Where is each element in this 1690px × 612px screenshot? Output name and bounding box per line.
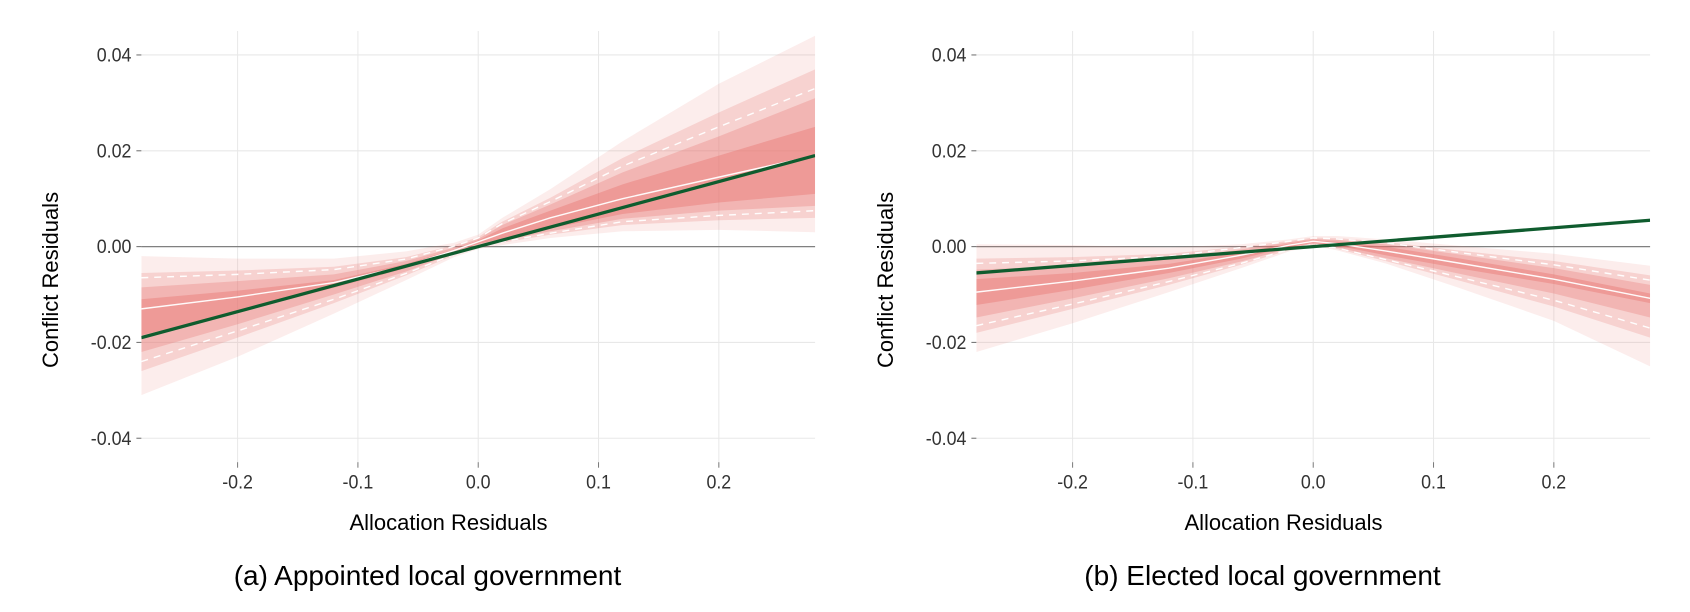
- svg-text:-0.2: -0.2: [1057, 471, 1088, 493]
- svg-text:0.1: 0.1: [1421, 471, 1446, 493]
- plot-col-a: -0.2-0.10.00.10.2-0.04-0.020.000.020.04 …: [72, 20, 825, 540]
- svg-text:-0.02: -0.02: [91, 331, 132, 353]
- svg-text:0.00: 0.00: [932, 235, 967, 257]
- plot-wrap-b: Conflict Residuals -0.2 -0.1 0.0 0.1 0.2 -0.0…: [865, 20, 1660, 540]
- svg-text:-0.04: -0.04: [926, 427, 967, 449]
- svg-text:-0.02: -0.02: [926, 331, 967, 353]
- svg-text:0.02: 0.02: [97, 140, 132, 162]
- x-axis-label-b: Allocation Residuals: [907, 504, 1660, 540]
- svg-text:0.1: 0.1: [586, 471, 611, 493]
- svg-text:0.02: 0.02: [932, 140, 967, 162]
- figure-container: Conflict Residuals -0.2 -0.1 0.0 0.1 0.2 -0.0…: [0, 0, 1690, 612]
- svg-text:0.0: 0.0: [1301, 471, 1326, 493]
- plot-box-a: -0.2 -0.1 0.0 0.1 0.2 -0.04 -0.02 0.00 0.02 0.04: [72, 20, 825, 504]
- svg-text:-0.1: -0.1: [343, 471, 374, 493]
- y-axis-label-a: Conflict Residuals: [30, 20, 72, 540]
- plot-col-b: -0.2-0.10.00.10.2-0.04-0.020.000.020.04 …: [907, 20, 1660, 540]
- svg-text:0.2: 0.2: [706, 471, 731, 493]
- panel-b: Conflict Residuals -0.2 -0.1 0.0 0.1 0.2 -0.0…: [865, 20, 1660, 592]
- plot-svg-b: -0.2 -0.1 0.0 0.1 0.2 -0.04 -0.02 0.00 0.02 0.04: [907, 20, 1660, 504]
- svg-text:0.0: 0.0: [466, 471, 491, 493]
- svg-text:-0.1: -0.1: [1178, 471, 1209, 493]
- plot-svg-a: -0.2 -0.1 0.0 0.1 0.2 -0.04 -0.02 0.00 0.02 0.04: [72, 20, 825, 504]
- caption-a: (a) Appointed local government: [30, 540, 825, 592]
- plot-box-b: -0.2 -0.1 0.0 0.1 0.2 -0.04 -0.02 0.00 0.02 0.04: [907, 20, 1660, 504]
- svg-text:-0.04: -0.04: [91, 427, 132, 449]
- svg-text:-0.2: -0.2: [222, 471, 253, 493]
- panel-a: Conflict Residuals -0.2 -0.1 0.0 0.1 0.2 -0.0…: [30, 20, 825, 592]
- y-axis-label-b: Conflict Residuals: [865, 20, 907, 540]
- svg-text:0.2: 0.2: [1541, 471, 1566, 493]
- svg-text:0.04: 0.04: [97, 44, 132, 66]
- x-axis-label-a: Allocation Residuals: [72, 504, 825, 540]
- plot-wrap-a: Conflict Residuals -0.2 -0.1 0.0 0.1 0.2 -0.0…: [30, 20, 825, 540]
- caption-b: (b) Elected local government: [865, 540, 1660, 592]
- svg-text:0.00: 0.00: [97, 235, 132, 257]
- svg-text:0.04: 0.04: [932, 44, 967, 66]
